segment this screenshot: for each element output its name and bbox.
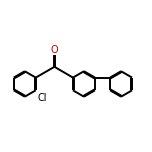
Text: Cl: Cl	[37, 93, 47, 104]
Text: O: O	[51, 45, 58, 55]
